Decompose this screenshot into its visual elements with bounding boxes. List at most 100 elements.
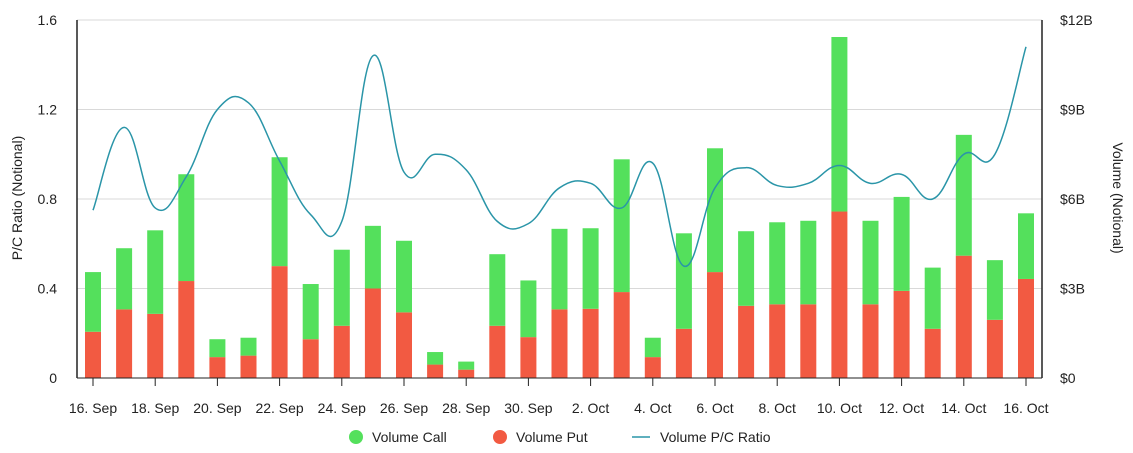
bar-volume-call[interactable] [800, 220, 817, 305]
bar-volume-put[interactable] [582, 308, 599, 378]
bar-volume-call[interactable] [333, 249, 350, 326]
bar-volume-put[interactable] [644, 357, 661, 378]
left-tick-label: 1.2 [38, 102, 58, 118]
right-tick-label: $3B [1060, 281, 1085, 297]
bar-volume-call[interactable] [893, 196, 910, 291]
axes [76, 20, 1043, 379]
x-tick-label: 2. Oct [572, 400, 609, 416]
bar-volume-put[interactable] [551, 309, 568, 378]
volume-bars [85, 37, 1034, 378]
bar-volume-put[interactable] [893, 290, 910, 378]
legend[interactable]: Volume Call Volume Put Volume P/C Ratio [349, 429, 771, 445]
bar-volume-call[interactable] [520, 280, 537, 338]
x-tick-label: 24. Sep [318, 400, 366, 416]
bar-volume-call[interactable] [924, 267, 941, 329]
bar-volume-call[interactable] [178, 174, 195, 282]
x-axis-tick-labels: 16. Sep 18. Sep 20. Sep 22. Sep 24. Sep 26. S… [69, 378, 1049, 416]
legend-item-volume-call[interactable]: Volume Call [349, 429, 447, 445]
bar-volume-call[interactable] [862, 220, 879, 305]
bar-volume-call[interactable] [364, 225, 381, 289]
left-tick-label: 0 [49, 370, 57, 386]
bar-volume-call[interactable] [85, 272, 101, 332]
bar-volume-call[interactable] [116, 248, 133, 310]
bar-volume-call[interactable] [707, 148, 723, 273]
left-axis-title: P/C Ratio (Notional) [9, 136, 25, 261]
bar-volume-put[interactable] [1018, 278, 1034, 378]
bar-volume-put[interactable] [831, 211, 848, 378]
bar-volume-put[interactable] [613, 292, 630, 378]
bar-volume-put[interactable] [520, 337, 537, 378]
bar-volume-put[interactable] [85, 331, 101, 378]
legend-item-volume-put[interactable]: Volume Put [493, 429, 588, 445]
x-tick-label: 4. Oct [634, 400, 671, 416]
bar-volume-call[interactable] [458, 361, 475, 370]
bar-volume-call[interactable] [582, 228, 599, 309]
bar-volume-call[interactable] [675, 233, 692, 329]
left-tick-label: 0.8 [38, 191, 58, 207]
bar-volume-put[interactable] [862, 304, 879, 378]
bar-volume-call[interactable] [271, 157, 288, 267]
bar-volume-call[interactable] [209, 339, 226, 358]
bar-volume-put[interactable] [769, 304, 786, 378]
legend-call-label: Volume Call [372, 429, 447, 445]
bar-volume-put[interactable] [147, 313, 164, 378]
left-tick-label: 0.4 [38, 281, 58, 297]
bar-volume-call[interactable] [489, 254, 506, 326]
bar-volume-call[interactable] [147, 230, 164, 314]
volume-pc-ratio-line[interactable] [92, 46, 1027, 267]
bar-volume-put[interactable] [489, 325, 506, 378]
bar-volume-put[interactable] [364, 288, 381, 379]
bar-volume-call[interactable] [955, 134, 972, 256]
bar-volume-put[interactable] [738, 305, 755, 378]
bar-volume-call[interactable] [1018, 213, 1034, 279]
x-tick-label: 6. Oct [696, 400, 733, 416]
bar-volume-put[interactable] [427, 364, 444, 378]
bar-volume-call[interactable] [551, 228, 568, 310]
bar-volume-put[interactable] [924, 328, 941, 378]
bar-volume-call[interactable] [302, 284, 319, 340]
right-axis-tick-labels: $0 $3B $6B $9B $12B [1060, 12, 1093, 386]
bar-volume-call[interactable] [613, 159, 630, 293]
legend-call-marker [349, 430, 363, 444]
bar-volume-call[interactable] [240, 337, 257, 356]
bar-volume-call[interactable] [769, 222, 786, 305]
bar-volume-call[interactable] [396, 240, 412, 313]
x-tick-label: 20. Sep [193, 400, 241, 416]
x-tick-label: 16. Sep [69, 400, 117, 416]
bar-volume-call[interactable] [738, 231, 755, 306]
legend-item-volume-pc-ratio[interactable]: Volume P/C Ratio [632, 429, 771, 445]
bar-volume-put[interactable] [302, 339, 319, 378]
legend-put-marker [493, 430, 507, 444]
bar-volume-put[interactable] [333, 325, 350, 378]
bar-volume-call[interactable] [986, 260, 1003, 320]
right-axis-title: Volume (Notional) [1110, 142, 1126, 253]
bar-volume-call[interactable] [427, 352, 444, 365]
x-tick-label: 12. Oct [879, 400, 924, 416]
bar-volume-put[interactable] [271, 266, 288, 378]
bar-volume-call[interactable] [831, 37, 848, 212]
bar-volume-put[interactable] [178, 281, 195, 378]
bar-volume-put[interactable] [986, 319, 1003, 378]
bar-volume-put[interactable] [707, 272, 723, 378]
x-tick-label: 14. Oct [941, 400, 986, 416]
legend-ratio-label: Volume P/C Ratio [660, 429, 771, 445]
bar-volume-put[interactable] [116, 309, 133, 378]
right-tick-label: $0 [1060, 370, 1076, 386]
bar-volume-put[interactable] [800, 304, 817, 378]
bar-volume-put[interactable] [396, 312, 412, 378]
bar-volume-put[interactable] [209, 357, 226, 378]
legend-put-label: Volume Put [516, 429, 588, 445]
x-tick-label: 18. Sep [131, 400, 179, 416]
bar-volume-call[interactable] [644, 337, 661, 358]
pc-ratio-line-layer [92, 46, 1027, 267]
left-tick-label: 1.6 [38, 12, 58, 28]
bar-volume-put[interactable] [458, 369, 475, 378]
x-tick-label: 22. Sep [255, 400, 303, 416]
x-tick-label: 28. Sep [442, 400, 490, 416]
bar-volume-put[interactable] [240, 355, 257, 378]
right-tick-label: $12B [1060, 12, 1093, 28]
bar-volume-put[interactable] [675, 328, 692, 378]
x-tick-label: 10. Oct [817, 400, 862, 416]
bar-volume-put[interactable] [955, 255, 972, 378]
